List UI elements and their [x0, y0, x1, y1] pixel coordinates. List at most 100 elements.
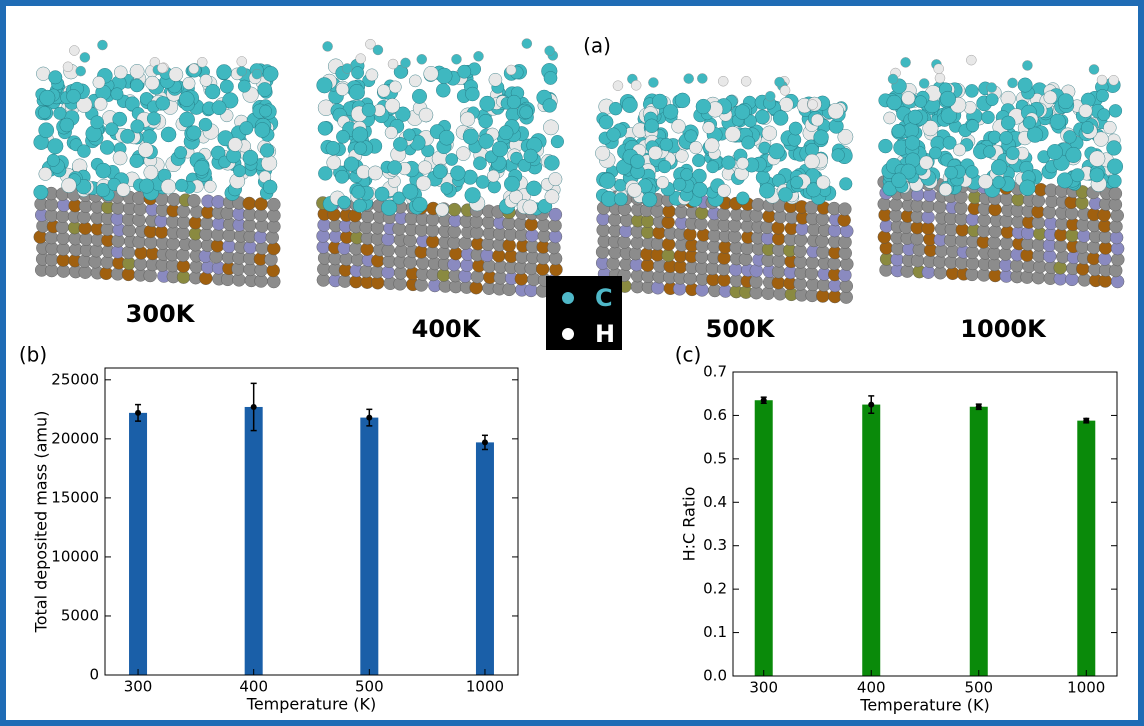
- y-axis-label: Total deposited mass (amu): [32, 411, 51, 634]
- atom: [985, 93, 999, 106]
- atom: [457, 64, 472, 79]
- atom: [965, 84, 979, 98]
- atom: [697, 73, 708, 84]
- atom: [612, 80, 624, 91]
- bar: [754, 400, 773, 676]
- y-tick-label: 0.0: [703, 667, 727, 685]
- atom: [438, 129, 455, 146]
- atom: [1088, 64, 1100, 75]
- plot-frame: [104, 367, 519, 676]
- atom: [381, 199, 398, 216]
- atom: [981, 110, 995, 124]
- atom: [736, 157, 749, 170]
- atom: [39, 89, 56, 106]
- atom: [260, 143, 275, 158]
- atom: [146, 111, 161, 126]
- atom: [193, 159, 210, 176]
- atom: [143, 165, 159, 180]
- atom: [77, 144, 91, 158]
- atom: [95, 162, 112, 179]
- atom: [790, 175, 804, 189]
- atom: [199, 271, 213, 285]
- atom: [683, 73, 694, 84]
- atom: [478, 114, 493, 129]
- atom: [717, 183, 731, 198]
- atom: [751, 197, 765, 212]
- atom: [724, 126, 741, 143]
- atom: [361, 102, 376, 117]
- atom: [740, 76, 752, 87]
- atom: [548, 172, 563, 187]
- atom: [606, 127, 621, 142]
- atom: [510, 151, 523, 165]
- atom: [879, 241, 894, 255]
- atom: [904, 135, 920, 151]
- atom: [482, 259, 497, 273]
- atom: [355, 53, 366, 64]
- error-point: [1083, 417, 1090, 424]
- atom: [695, 98, 711, 115]
- atom: [1109, 263, 1123, 278]
- atom: [176, 204, 191, 218]
- bar: [360, 417, 379, 675]
- atom: [440, 182, 453, 195]
- atom: [416, 175, 432, 191]
- atom: [965, 165, 979, 179]
- atom: [659, 137, 674, 152]
- atom: [838, 268, 852, 282]
- atom: [79, 52, 91, 63]
- atom: [97, 39, 108, 51]
- atom: [473, 156, 487, 171]
- atom: [1103, 121, 1117, 135]
- atom: [644, 118, 659, 134]
- atom: [706, 160, 720, 174]
- atom: [325, 140, 341, 156]
- atom: [90, 115, 104, 130]
- atom: [343, 156, 360, 172]
- atom: [157, 62, 168, 74]
- atom: [1057, 93, 1074, 110]
- atom: [262, 179, 278, 195]
- atom: [129, 64, 145, 79]
- atom: [412, 196, 428, 213]
- atom: [450, 165, 466, 181]
- atom: [199, 74, 213, 87]
- atom: [445, 153, 459, 166]
- atom: [384, 98, 400, 114]
- atom: [1049, 113, 1066, 130]
- atom: [458, 269, 472, 283]
- atom: [198, 117, 213, 132]
- atom: [1107, 158, 1124, 175]
- atom: [914, 95, 927, 108]
- atom: [352, 198, 367, 213]
- atom: [901, 91, 916, 106]
- atom: [418, 107, 434, 123]
- atom: [66, 89, 81, 104]
- atom: [680, 168, 693, 181]
- atom: [339, 252, 354, 266]
- atom: [138, 142, 154, 158]
- atom: [414, 245, 428, 259]
- atom: [75, 65, 86, 77]
- atom: [548, 207, 563, 222]
- atom: [134, 246, 148, 260]
- atom: [478, 133, 494, 149]
- atom: [167, 192, 181, 207]
- atom: [526, 180, 542, 197]
- legend-dot: [562, 328, 574, 340]
- atom: [475, 175, 490, 189]
- legend-box: [546, 276, 622, 350]
- legend-label: H: [595, 320, 615, 348]
- atom: [1022, 116, 1036, 130]
- atom: [754, 109, 770, 125]
- atom: [92, 76, 106, 89]
- atom: [933, 200, 947, 214]
- x-axis-label: Temperature (K): [246, 695, 376, 714]
- atom: [145, 75, 160, 91]
- atom: [966, 54, 977, 66]
- y-tick-label: 0.7: [703, 363, 727, 381]
- atom: [877, 197, 891, 211]
- atom: [409, 74, 422, 88]
